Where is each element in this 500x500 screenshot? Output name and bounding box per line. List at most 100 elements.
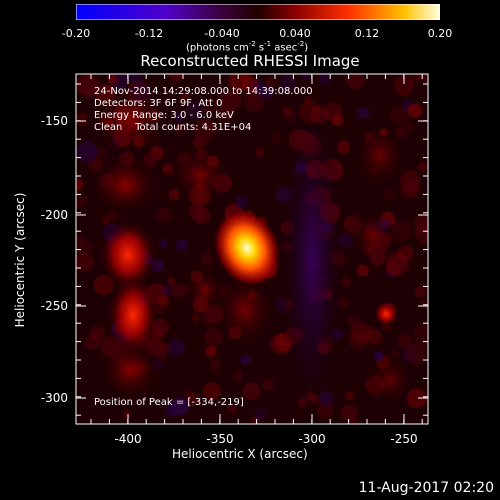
texture-speckle <box>76 141 98 163</box>
texture-speckle <box>188 203 205 220</box>
texture-speckle <box>76 74 98 96</box>
texture-speckle <box>407 103 423 119</box>
texture-speckle <box>414 212 428 235</box>
texture-speckle <box>331 114 344 127</box>
texture-speckle <box>79 240 94 256</box>
texture-speckle <box>394 75 414 96</box>
detectors-info: Detectors: 3F 6F 9F, Att 0 <box>94 98 223 109</box>
y-axis-label: Heliocentric Y (arcsec) <box>13 192 27 328</box>
texture-speckle <box>413 324 428 346</box>
colorbar-tick-label: -0.12 <box>134 27 164 40</box>
texture-speckle <box>76 113 88 126</box>
peak-position: Position of Peak = [-334,-219] <box>94 397 244 408</box>
time-range: 24-Nov-2014 14:29:08.000 to 14:39:08.000 <box>94 86 313 97</box>
texture-speckle <box>158 295 170 308</box>
texture-speckle <box>204 327 224 347</box>
texture-speckle <box>200 310 215 325</box>
texture-speckle <box>409 74 423 84</box>
texture-speckle <box>227 403 238 414</box>
texture-speckle <box>282 106 292 116</box>
texture-speckle <box>203 382 221 400</box>
texture-speckle <box>202 98 218 114</box>
texture-speckle <box>285 109 297 122</box>
texture-speckle <box>242 382 261 400</box>
texture-speckle <box>191 313 200 322</box>
texture-speckle <box>254 408 267 421</box>
texture-speckle <box>175 238 188 252</box>
texture-speckle <box>348 331 368 351</box>
texture-speckle <box>76 252 94 272</box>
texture-speckle <box>319 74 331 85</box>
x-tick-label: -350 <box>206 432 234 446</box>
y-tick-label: -250 <box>40 299 68 313</box>
y-tick-label: -200 <box>40 208 68 222</box>
texture-speckle <box>240 74 251 83</box>
texture-speckle <box>76 178 83 191</box>
image-area <box>76 74 428 424</box>
texture-speckle <box>186 392 200 406</box>
texture-speckle <box>168 74 184 82</box>
texture-speckle <box>193 119 216 142</box>
colorbar-units: (photons cm-2 s-1 asec-2) <box>186 40 309 54</box>
texture-speckle <box>205 345 217 356</box>
texture-speckle <box>156 207 172 223</box>
texture-speckle <box>174 112 184 123</box>
texture-speckle <box>389 106 408 125</box>
texture-speckle <box>167 338 185 357</box>
texture-speckle <box>156 350 167 361</box>
texture-speckle <box>415 74 426 81</box>
texture-speckle <box>323 102 343 122</box>
texture-speckle <box>417 162 427 172</box>
texture-speckle <box>340 404 358 422</box>
colorbar-tick-label: 0.12 <box>354 27 380 40</box>
colorbar-tick-label: -0.040 <box>204 27 240 40</box>
texture-speckle <box>385 251 406 272</box>
plot-title: Reconstructed RHESSI Image <box>140 52 360 70</box>
footer-timestamp: 11-Aug-2017 02:20 <box>358 480 494 496</box>
colorbar-tick-label: 0.040 <box>279 27 311 40</box>
texture-speckle <box>350 322 372 344</box>
texture-speckle <box>170 282 186 299</box>
texture-speckle <box>357 106 370 119</box>
texture-speckle <box>402 348 416 362</box>
x-tick-label: -250 <box>390 432 418 446</box>
texture-speckle <box>382 188 395 201</box>
colorbar <box>76 4 440 20</box>
texture-speckle <box>234 194 249 209</box>
texture-speckle <box>303 95 312 105</box>
texture-speckle <box>215 106 232 123</box>
texture-speckle <box>351 327 361 336</box>
texture-speckle <box>341 276 352 287</box>
x-tick-label: -400 <box>114 432 142 446</box>
energy-range: Energy Range: 3.0 - 6.0 keV <box>94 110 234 121</box>
texture-speckle <box>400 180 419 199</box>
texture-speckle <box>164 403 179 418</box>
texture-speckle <box>244 91 265 112</box>
texture-speckle <box>227 74 236 84</box>
texture-speckle <box>205 345 217 358</box>
texture-speckle <box>201 253 213 266</box>
texture-speckle <box>317 402 334 419</box>
texture-speckle <box>167 276 176 285</box>
texture-speckle <box>262 378 274 391</box>
texture-speckle <box>391 221 412 242</box>
texture-speckle <box>173 123 184 134</box>
texture-speckle <box>220 89 242 112</box>
texture-speckle <box>186 101 205 120</box>
texture-speckle <box>168 189 180 201</box>
texture-speckle <box>84 334 100 350</box>
texture-speckle <box>356 264 369 277</box>
texture-speckle <box>258 85 274 100</box>
texture-speckle <box>240 354 252 366</box>
texture-speckle <box>101 216 110 225</box>
texture-speckle <box>158 238 168 248</box>
colorbar-tick-label: 0.20 <box>427 27 453 40</box>
texture-speckle <box>209 359 221 370</box>
texture-speckle <box>233 372 243 382</box>
texture-speckle <box>183 389 194 400</box>
texture-speckle <box>180 92 189 102</box>
texture-speckle <box>279 75 296 93</box>
y-tick-label: -150 <box>40 114 68 128</box>
x-axis-label: Heliocentric X (arcsec) <box>172 447 308 461</box>
